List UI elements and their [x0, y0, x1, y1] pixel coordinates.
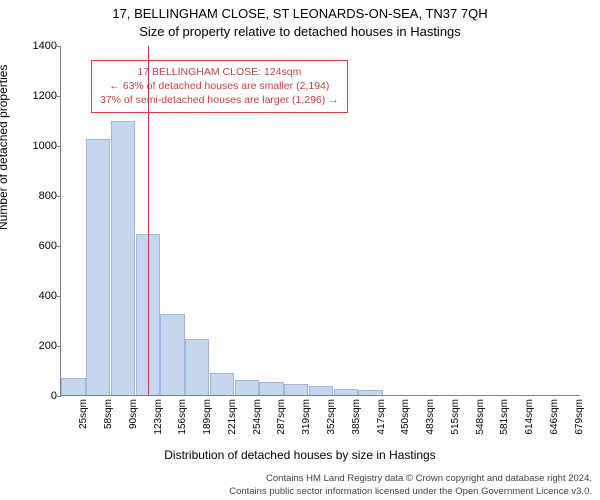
y-tick-label: 800	[17, 190, 57, 202]
footer-line1: Contains HM Land Registry data © Crown c…	[229, 473, 592, 485]
x-tick-label: 156sqm	[177, 399, 188, 435]
y-tick-label: 200	[17, 340, 57, 352]
y-tick-label: 600	[17, 240, 57, 252]
y-tick-label: 0	[17, 390, 57, 402]
histogram-bar	[334, 389, 358, 395]
histogram-bar	[358, 390, 382, 395]
histogram-bar	[185, 339, 209, 395]
chart-title-address: 17, BELLINGHAM CLOSE, ST LEONARDS-ON-SEA…	[0, 6, 600, 21]
x-tick-label: 483sqm	[425, 399, 436, 435]
histogram-bar	[284, 384, 308, 395]
histogram-bar	[160, 314, 184, 395]
y-tick-mark	[57, 96, 61, 97]
histogram-bar	[111, 121, 135, 395]
footer-line2: Contains public sector information licen…	[229, 486, 592, 498]
histogram-bar	[86, 139, 110, 395]
y-tick-label: 1000	[17, 140, 57, 152]
x-tick-label: 417sqm	[376, 399, 387, 435]
y-tick-mark	[57, 346, 61, 347]
reference-line	[148, 46, 149, 395]
footer-attribution: Contains HM Land Registry data © Crown c…	[229, 473, 592, 498]
histogram-bar	[235, 380, 259, 395]
y-tick-label: 1400	[17, 40, 57, 52]
x-tick-label: 90sqm	[128, 399, 139, 429]
x-axis-label: Distribution of detached houses by size …	[0, 448, 600, 462]
y-axis-label: Number of detached properties	[0, 65, 10, 230]
x-tick-label: 581sqm	[499, 399, 510, 435]
x-tick-label: 679sqm	[574, 399, 585, 435]
x-tick-label: 548sqm	[475, 399, 486, 435]
x-tick-label: 352sqm	[326, 399, 337, 435]
x-tick-label: 287sqm	[276, 399, 287, 435]
x-tick-label: 614sqm	[524, 399, 535, 435]
y-tick-label: 1200	[17, 90, 57, 102]
y-tick-label: 400	[17, 290, 57, 302]
y-tick-mark	[57, 396, 61, 397]
chart-title-subtitle: Size of property relative to detached ho…	[0, 24, 600, 39]
x-tick-label: 254sqm	[252, 399, 263, 435]
x-tick-label: 646sqm	[549, 399, 560, 435]
x-tick-label: 515sqm	[450, 399, 461, 435]
x-tick-label: 450sqm	[400, 399, 411, 435]
annotation-line1: 17 BELLINGHAM CLOSE: 124sqm	[100, 65, 339, 79]
y-tick-mark	[57, 146, 61, 147]
x-tick-label: 319sqm	[301, 399, 312, 435]
annotation-line3: 37% of semi-detached houses are larger (…	[100, 93, 339, 107]
histogram-bar	[309, 386, 333, 395]
x-tick-label: 385sqm	[351, 399, 362, 435]
y-tick-mark	[57, 46, 61, 47]
x-tick-label: 189sqm	[202, 399, 213, 435]
x-tick-label: 25sqm	[78, 399, 89, 429]
x-tick-label: 221sqm	[227, 399, 238, 435]
histogram-bar	[210, 373, 234, 396]
y-tick-mark	[57, 246, 61, 247]
plot-area: 17 BELLINGHAM CLOSE: 124sqm ← 63% of det…	[60, 46, 580, 396]
x-tick-label: 58sqm	[103, 399, 114, 429]
histogram-bar	[61, 378, 85, 396]
histogram-bar	[259, 382, 283, 395]
chart-container: 17, BELLINGHAM CLOSE, ST LEONARDS-ON-SEA…	[0, 0, 600, 500]
annotation-line2: ← 63% of detached houses are smaller (2,…	[100, 79, 339, 93]
x-tick-label: 123sqm	[153, 399, 164, 435]
y-tick-mark	[57, 196, 61, 197]
annotation-box: 17 BELLINGHAM CLOSE: 124sqm ← 63% of det…	[91, 60, 348, 113]
y-tick-mark	[57, 296, 61, 297]
